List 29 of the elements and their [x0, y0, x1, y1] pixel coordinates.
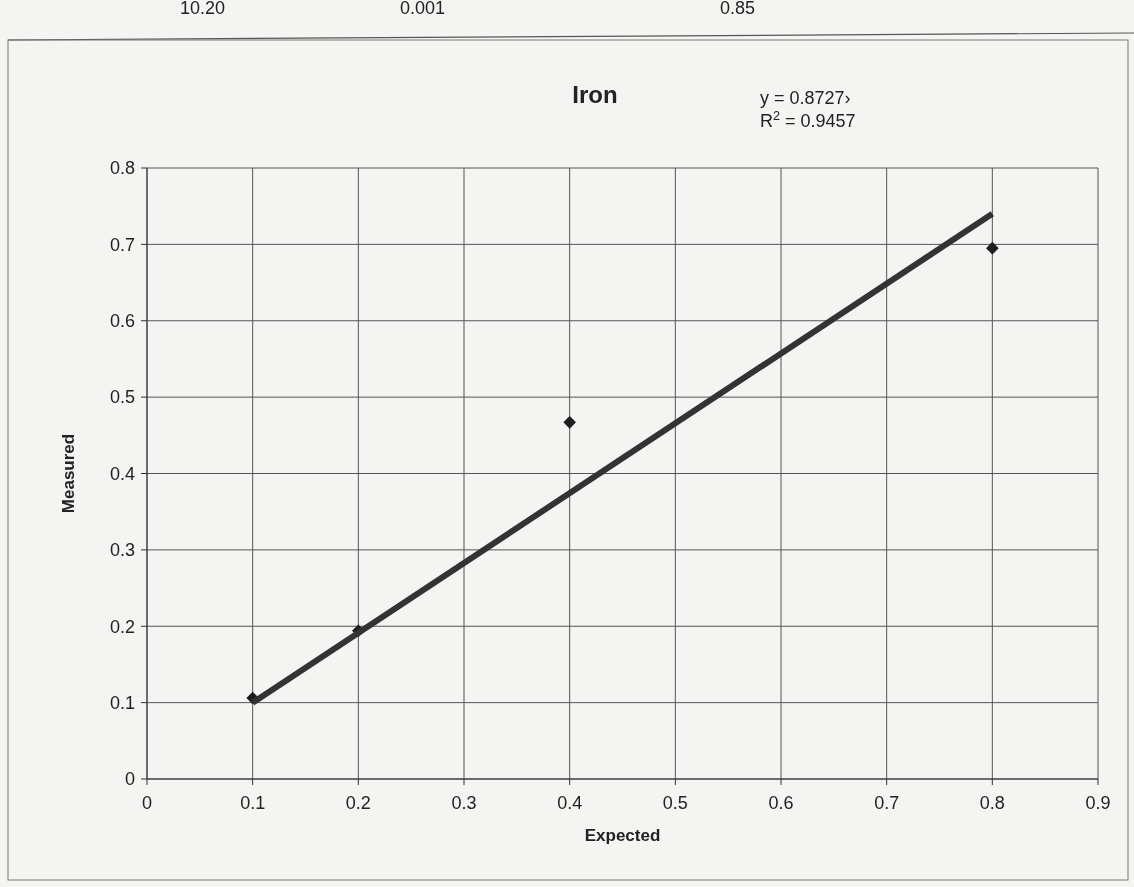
- y-tick-label: 0.6: [109, 311, 135, 332]
- y-axis-title: Measured: [59, 433, 78, 514]
- text: 0.85: [720, 0, 756, 18]
- x-tick-label: 0.5: [662, 793, 688, 813]
- x-tick-label: 0.8: [979, 793, 1005, 813]
- y-tick-label: 0.5: [109, 387, 135, 408]
- text: 10.20: [180, 0, 226, 18]
- text: 0.001: [400, 0, 446, 18]
- x-tick-label: 0.3: [451, 793, 477, 813]
- x-tick-label: 0: [141, 793, 153, 813]
- chart-title: Iron: [572, 81, 618, 108]
- y-tick-label: 0.4: [109, 463, 135, 484]
- x-tick-label: 0.9: [1085, 793, 1111, 813]
- x-tick-label: 0.7: [874, 793, 900, 813]
- x-tick-label: 0.6: [768, 793, 794, 813]
- y-tick-label: 0.1: [109, 692, 135, 713]
- y-tick-label: 0.3: [109, 540, 135, 561]
- x-tick-label: 0.4: [557, 793, 583, 813]
- y-tick-label: 0: [124, 769, 135, 790]
- y-tick-label: 0.7: [109, 234, 135, 255]
- text: R$^{2}$ = 0.9457: [760, 109, 856, 131]
- x-axis-title: Expected: [584, 826, 661, 845]
- y-tick-label: 0.8: [109, 158, 135, 179]
- point: [986, 241, 999, 255]
- x-tick-label: 0.1: [240, 793, 266, 813]
- x-tick-label: 0.2: [345, 793, 371, 813]
- point: [563, 416, 576, 429]
- text: y = 0.8727›: [760, 88, 851, 108]
- y-tick-label: 0.2: [109, 616, 135, 637]
